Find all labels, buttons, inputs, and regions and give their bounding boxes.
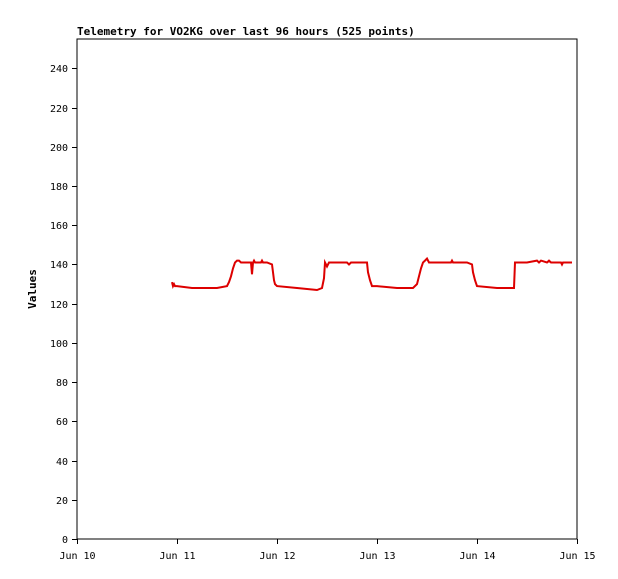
x-tick-label: Jun 13: [359, 551, 395, 562]
plot-area-frame: [76, 38, 578, 540]
y-tick-label: 160: [50, 221, 68, 232]
x-tick-label: Jun 14: [459, 551, 495, 562]
y-tick-label: 80: [56, 378, 68, 389]
series-line-0: [171, 256, 572, 292]
y-tick-label: 180: [50, 182, 68, 193]
y-tick-label: 200: [50, 143, 68, 154]
y-tick-label: 220: [50, 104, 68, 115]
y-tick-label: 60: [56, 417, 68, 428]
y-axis: 0 20 40 60 80 100 120 140 160 180 200 220 240: [50, 64, 77, 546]
y-tick-label: 100: [50, 339, 68, 350]
x-tick-label: Jun 10: [59, 551, 95, 562]
y-tick-label: 120: [50, 300, 68, 311]
y-tick-label: 20: [56, 496, 68, 507]
y-axis-label: Values: [26, 269, 39, 309]
x-axis: Jun 10 Jun 11 Jun 12 Jun 13 Jun 14 Jun 15: [59, 539, 596, 562]
y-tick-label: 140: [50, 260, 68, 271]
x-tick-label: Jun 15: [559, 551, 595, 562]
x-tick-label: Jun 11: [159, 551, 195, 562]
y-tick-label: 240: [50, 64, 68, 75]
y-tick-label: 40: [56, 457, 68, 468]
series-layer: [171, 256, 572, 292]
x-tick-label: Jun 12: [259, 551, 295, 562]
chart-title: Telemetry for VO2KG over last 96 hours (…: [77, 25, 415, 38]
y-tick-label: 0: [62, 535, 68, 546]
